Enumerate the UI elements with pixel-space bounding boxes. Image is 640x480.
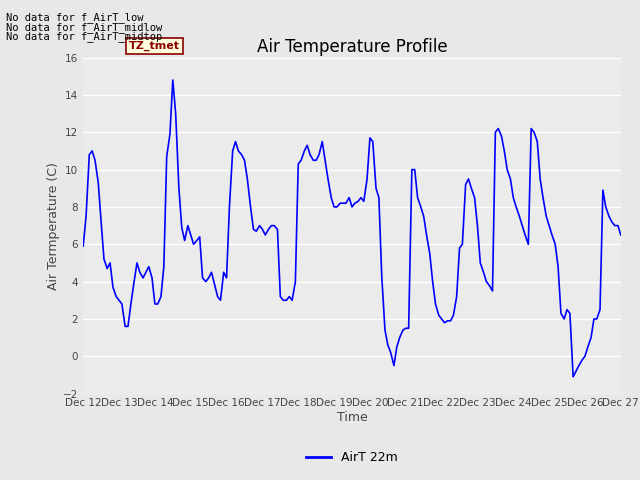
Text: No data for f_AirT_midtop: No data for f_AirT_midtop [6,31,163,42]
X-axis label: Time: Time [337,411,367,424]
Y-axis label: Air Termperature (C): Air Termperature (C) [47,162,60,289]
Text: TZ_tmet: TZ_tmet [129,41,180,51]
Text: No data for f_AirT_low: No data for f_AirT_low [6,12,144,23]
Text: No data for f_AirT_midlow: No data for f_AirT_midlow [6,22,163,33]
Legend: AirT 22m: AirT 22m [301,446,403,469]
Title: Air Temperature Profile: Air Temperature Profile [257,38,447,56]
